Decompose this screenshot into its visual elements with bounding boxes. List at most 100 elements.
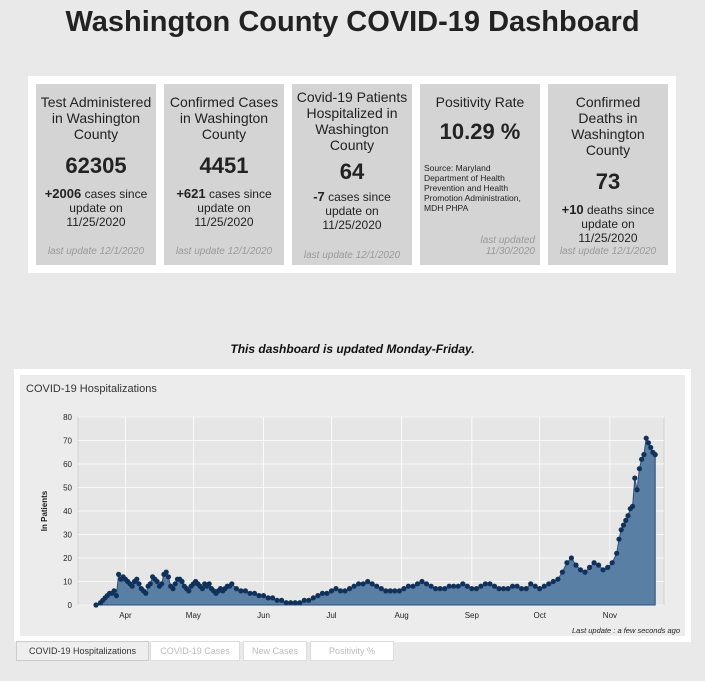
data-point: [555, 576, 561, 582]
data-point: [528, 581, 534, 587]
data-point: [369, 581, 375, 587]
data-point: [365, 578, 371, 585]
cases-card-title: Confirmed Cases in Washington County: [169, 94, 279, 142]
data-point: [639, 456, 645, 462]
data-point: [437, 586, 443, 592]
data-point: [546, 581, 552, 587]
tab-covid-cases[interactable]: COVID-19 Cases: [150, 641, 240, 661]
data-point: [496, 586, 502, 592]
data-point: [274, 597, 280, 603]
data-point: [297, 600, 303, 606]
data-point: [154, 578, 160, 585]
hospitalized-change-text: cases since update on 11/25/2020: [322, 190, 391, 232]
data-point: [383, 588, 389, 594]
x-tick-label: Jul: [326, 611, 336, 620]
y-tick-label: 30: [63, 531, 72, 540]
hospitalizations-chart: 0 10 20 30 40 50 60 70 80 Apr May Jun Jul Aug Sep Oct No…: [40, 413, 680, 635]
data-point: [306, 597, 312, 603]
y-tick-label: 40: [63, 507, 72, 516]
data-point: [423, 581, 430, 587]
data-point: [315, 593, 321, 599]
x-tick-label: Nov: [603, 611, 617, 620]
hospitalized-card-value: 64: [339, 159, 365, 184]
x-tick-label: May: [186, 611, 201, 620]
data-point: [573, 562, 579, 568]
data-point: [324, 590, 330, 596]
data-point: [337, 588, 344, 594]
data-point: [510, 583, 516, 589]
data-point: [374, 583, 380, 589]
x-tick-label: Aug: [395, 611, 409, 620]
positivity-card: Positivity Rate 10.29 % Source: Maryland…: [420, 84, 540, 265]
tab-new-cases[interactable]: New Cases: [243, 641, 307, 661]
tab-positivity[interactable]: Positivity %: [310, 641, 394, 661]
data-point: [256, 593, 262, 599]
tab-covid-hospitalizations[interactable]: COVID-19 Hospitalizations: [16, 641, 149, 661]
data-point: [505, 586, 511, 592]
cases-change-amount: +621: [176, 186, 206, 201]
data-point: [378, 586, 384, 592]
data-point: [630, 503, 636, 509]
chart-panel-title: COVID-19 Hospitalizations: [26, 383, 157, 395]
data-point: [143, 590, 149, 596]
data-point: [93, 602, 99, 608]
hospitalized-card-change: -7 cases since update on 11/25/2020: [292, 190, 412, 233]
data-point: [582, 569, 588, 575]
data-point: [600, 567, 606, 573]
data-point: [614, 550, 620, 556]
data-point: [419, 578, 425, 585]
data-point: [523, 586, 529, 592]
deaths-card-title: Confirmed Deaths in Washington County: [571, 94, 645, 158]
data-point: [643, 435, 649, 441]
data-point: [652, 452, 658, 458]
data-point: [179, 578, 185, 585]
data-point: [356, 581, 362, 587]
data-point: [301, 597, 307, 603]
data-point: [482, 581, 488, 587]
data-point: [134, 576, 140, 582]
data-point: [587, 564, 593, 570]
y-tick-label: 20: [63, 554, 72, 563]
y-tick-label: 0: [68, 601, 73, 610]
data-point: [564, 560, 570, 566]
data-point: [333, 586, 339, 592]
tests-card-value: 62305: [65, 153, 127, 178]
cases-card: Confirmed Cases in Washington County 445…: [164, 84, 284, 265]
data-point: [460, 581, 466, 587]
data-point: [591, 560, 597, 566]
data-point: [233, 586, 239, 592]
deaths-card: Confirmed Deaths in Washington County 73…: [548, 84, 668, 265]
cases-card-change: +621 cases since update on 11/25/2020: [164, 186, 284, 230]
stats-panel: Test Administered in Washington County 6…: [28, 76, 676, 273]
data-point: [433, 586, 439, 592]
data-point: [616, 536, 622, 542]
data-point: [618, 527, 624, 533]
data-point: [111, 588, 117, 594]
data-point: [265, 595, 271, 601]
data-point: [172, 581, 178, 587]
y-tick-label: 80: [63, 413, 72, 422]
data-point: [113, 593, 119, 599]
positivity-card-source: Source: Maryland Department of Health Pr…: [424, 163, 521, 213]
data-point: [401, 586, 407, 592]
data-point: [577, 567, 584, 573]
data-point: [645, 440, 652, 446]
hospitalized-card-updated: last update 12/1/2020: [303, 250, 401, 261]
y-axis-label: In Patients: [40, 490, 49, 531]
data-point: [260, 593, 267, 599]
data-point: [623, 517, 629, 523]
deaths-card-updated: last update 12/1/2020: [559, 246, 657, 257]
x-tick-label: Oct: [534, 611, 547, 620]
tests-card-change: +2006 cases since update on 11/25/2020: [36, 187, 156, 230]
data-point: [442, 586, 448, 592]
data-point: [136, 581, 142, 587]
data-point: [550, 578, 556, 585]
y-tick-label: 50: [63, 484, 72, 493]
data-point: [229, 581, 235, 587]
data-point: [455, 583, 461, 589]
data-point: [347, 586, 353, 592]
data-point: [464, 583, 470, 589]
data-point: [360, 581, 366, 587]
update-schedule-note: This dashboard is updated Monday-Friday.: [230, 342, 475, 356]
data-point: [270, 595, 276, 601]
